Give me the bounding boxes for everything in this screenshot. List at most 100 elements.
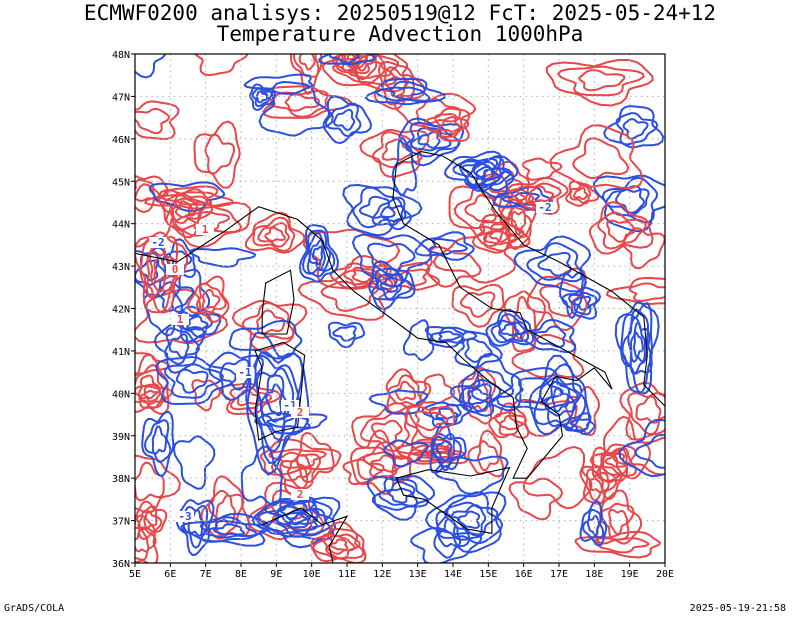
contour-line [456, 510, 481, 530]
contour-label-bg [171, 314, 189, 325]
contour-line [614, 301, 660, 395]
contour-line [138, 385, 167, 405]
contour-line [285, 511, 319, 529]
contour-line [318, 54, 377, 66]
coast-italy [222, 151, 613, 479]
contour-line [269, 89, 329, 118]
contour-label: 0 [172, 263, 179, 276]
contour-line [500, 323, 520, 337]
contour-line [487, 402, 530, 439]
contour-line [375, 80, 431, 103]
contour-line [429, 326, 466, 344]
contour-line [371, 196, 413, 231]
contour-line [605, 185, 646, 214]
contour-line [241, 302, 295, 340]
footer-timestamp: 2025-05-19-21:58 [689, 603, 786, 614]
contour-line [519, 318, 577, 354]
contour-line [348, 59, 393, 79]
contour-field [135, 54, 665, 563]
contour-line [175, 498, 215, 557]
contour-line [507, 176, 569, 216]
contour-line [262, 85, 353, 119]
contour-line [417, 130, 441, 149]
lon-label: 13E [409, 569, 427, 580]
contour-line [310, 520, 367, 563]
contour-line [545, 59, 654, 107]
contour-line [351, 402, 419, 461]
contour-line [539, 281, 582, 317]
contour-line [342, 458, 385, 486]
contour-line [246, 331, 310, 476]
contour-line [204, 133, 236, 175]
contour-line [425, 451, 454, 462]
contour-line [179, 512, 270, 547]
lon-label: 8E [235, 569, 247, 580]
coast-balkans [442, 155, 665, 407]
contour-line [351, 266, 382, 284]
contour-line [438, 115, 461, 133]
contour-line [410, 527, 483, 563]
contour-line [598, 415, 652, 482]
contour-line [619, 381, 665, 441]
contour-line [320, 280, 380, 313]
contour-line [629, 321, 646, 363]
contour-line [432, 230, 517, 284]
contour-line [135, 529, 150, 553]
contour-line [549, 124, 644, 190]
lat-label: 42N [112, 305, 130, 316]
contour-line [620, 302, 654, 395]
contour-line [368, 389, 429, 415]
contour-line [135, 100, 180, 140]
contour-line [579, 499, 608, 547]
contour-line [537, 251, 572, 277]
contour-label: 2 [297, 406, 304, 419]
contour-line [324, 102, 362, 138]
contour-line [219, 358, 251, 391]
contour-line [240, 445, 283, 507]
contour-line [612, 436, 665, 476]
lon-label: 7E [200, 569, 212, 580]
contour-line [513, 295, 537, 341]
contour-line [135, 454, 181, 514]
chart-title-line-1: ECMWF0200 analisys: 20250519@12 FcT: 202… [83, 1, 717, 25]
contour-line [404, 121, 461, 158]
contour-line [174, 200, 196, 219]
contour-label: -3 [178, 510, 191, 523]
contour-line [153, 323, 206, 374]
contour-line [331, 54, 400, 86]
contour-line [143, 389, 162, 403]
contour-line [393, 92, 477, 136]
contour-line [604, 452, 627, 468]
contour-line [172, 435, 216, 490]
contour-label: -2 [151, 236, 164, 249]
contour-line [450, 378, 502, 417]
contour-line [568, 183, 592, 205]
contour-line [434, 112, 470, 138]
contour-line [470, 368, 515, 404]
contour-line [193, 54, 249, 77]
contour-line [475, 165, 505, 186]
contour-line [187, 275, 230, 323]
contour-line [156, 281, 195, 313]
contour-line [379, 277, 399, 293]
contour-label: -2 [538, 201, 551, 214]
contour-line [490, 313, 530, 344]
contour-line [170, 194, 202, 225]
contour-line [245, 351, 304, 464]
contour-line [333, 108, 356, 131]
contour-line [589, 443, 637, 477]
contour-line [352, 186, 407, 229]
lat-label: 41N [112, 347, 130, 358]
contour-line [443, 150, 503, 193]
contour-line [556, 65, 645, 97]
contour-line [329, 538, 349, 551]
contour-line [185, 210, 231, 231]
contour-line [135, 353, 170, 416]
contour-line [137, 374, 161, 400]
contour-line [458, 383, 493, 413]
contour-line [312, 527, 365, 560]
contour-line [193, 120, 241, 189]
contour-line [608, 508, 629, 536]
lon-label: 16E [515, 569, 533, 580]
